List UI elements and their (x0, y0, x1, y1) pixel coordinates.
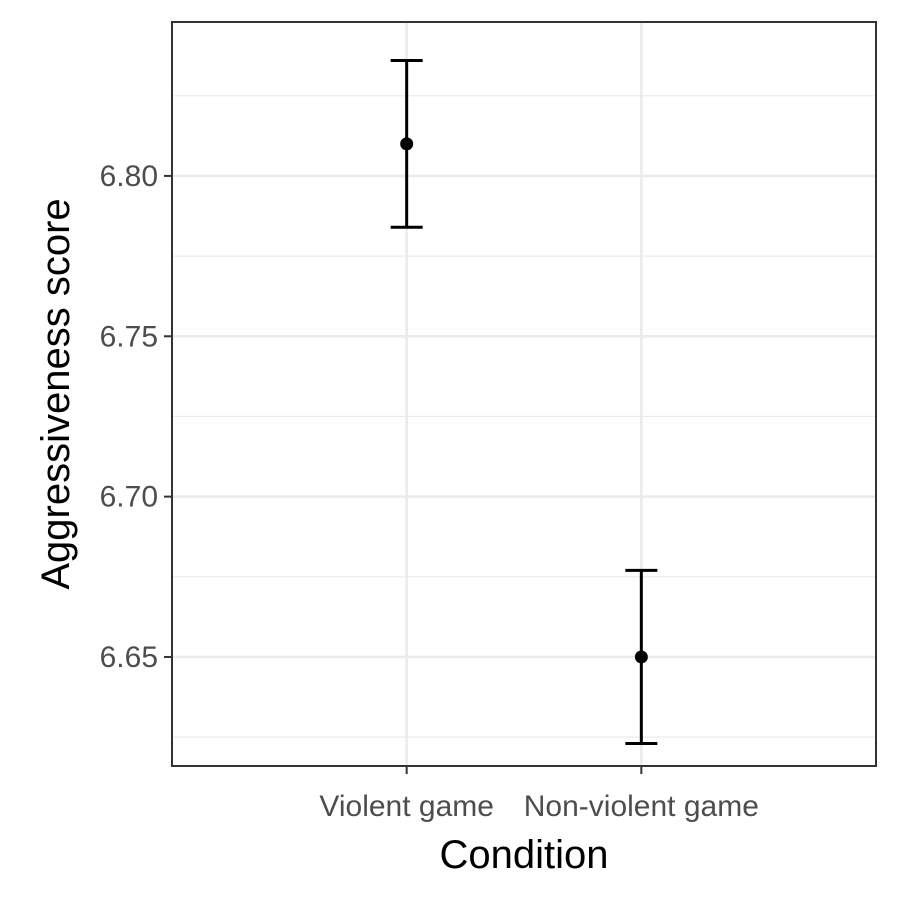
x-tick-label: Non-violent game (524, 790, 759, 823)
error-bar-group (390, 58, 423, 229)
data-point (634, 650, 648, 664)
y-axis-title: Aggressiveness score (34, 198, 78, 589)
y-tick-label: 6.65 (100, 641, 158, 674)
axes: 6.65 6.70 6.75 6.80 Violent game Non-violent … (100, 160, 759, 823)
data-point (400, 137, 414, 151)
panel-border (171, 21, 877, 767)
y-tick-label: 6.75 (100, 320, 158, 353)
y-tick-label: 6.70 (100, 481, 158, 514)
grid-lines (172, 22, 876, 766)
x-axis-title: Condition (439, 833, 608, 877)
data-layer (390, 58, 658, 746)
y-tick-label: 6.80 (100, 160, 158, 193)
error-bar-group (625, 568, 658, 746)
x-tick-label: Violent game (319, 790, 494, 823)
